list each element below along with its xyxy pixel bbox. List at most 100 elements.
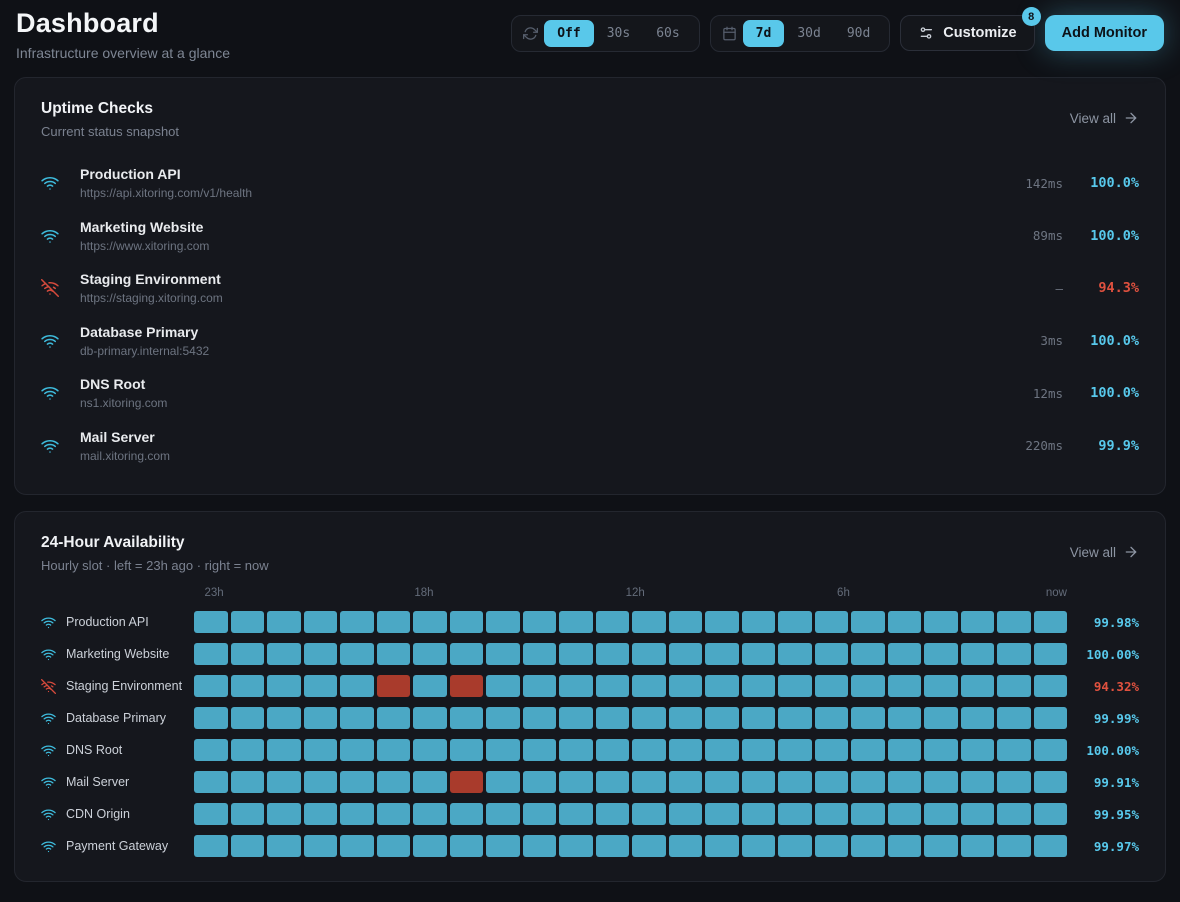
availability-row[interactable]: CDN Origin99.95%: [41, 803, 1139, 825]
availability-row-label: CDN Origin: [41, 807, 194, 822]
hour-slot-up: [596, 771, 630, 793]
uptime-view-all-link[interactable]: View all: [1070, 110, 1139, 126]
hour-slot-up: [669, 771, 703, 793]
uptime-row[interactable]: Staging Environmenthttps://staging.xitor…: [41, 262, 1139, 315]
hour-slot-up: [267, 643, 301, 665]
uptime-checks-heading: Uptime Checks Current status snapshot: [41, 100, 179, 139]
hour-slot-up: [997, 611, 1031, 633]
hour-slot-up: [851, 643, 885, 665]
time-axis-label: 12h: [626, 587, 645, 599]
hour-slot-up: [523, 611, 557, 633]
refresh-icon: [523, 26, 538, 41]
availability-row[interactable]: Staging Environment 94.32%: [41, 675, 1139, 697]
hour-slot-up: [815, 803, 849, 825]
hour-slot-up: [815, 675, 849, 697]
add-monitor-button[interactable]: Add Monitor: [1045, 15, 1164, 51]
hour-slot-up: [1034, 803, 1068, 825]
monitor-url: https://api.xitoring.com/v1/health: [80, 186, 1025, 200]
availability-row[interactable]: Marketing Website100.00%: [41, 643, 1139, 665]
hour-slot-up: [377, 611, 411, 633]
refresh-option-30s[interactable]: 30s: [594, 20, 643, 47]
availability-row[interactable]: DNS Root100.00%: [41, 739, 1139, 761]
monitor-response-time: 142ms: [1025, 176, 1063, 191]
hour-slot-up: [778, 611, 812, 633]
refresh-options: Off30s60s: [544, 20, 692, 47]
hour-slot-up: [413, 675, 447, 697]
hour-slot-up: [1034, 707, 1068, 729]
hour-slot-up: [924, 643, 958, 665]
monitor-name: Marketing Website: [80, 219, 1033, 235]
monitor-uptime: 100.0%: [1075, 333, 1139, 349]
monitor-name: Staging Environment: [66, 679, 182, 693]
uptime-checks-card: Uptime Checks Current status snapshot Vi…: [14, 77, 1166, 495]
customize-button[interactable]: Customize 8: [900, 15, 1034, 51]
hour-slot-up: [669, 835, 703, 857]
time-axis-labels: 23h18h12h6hnow: [194, 587, 1067, 602]
monitor-uptime: 100.0%: [1075, 175, 1139, 191]
hour-slot-up: [997, 643, 1031, 665]
availability-row[interactable]: Database Primary99.99%: [41, 707, 1139, 729]
range-option-7d[interactable]: 7d: [743, 20, 785, 47]
uptime-row[interactable]: Database Primarydb-primary.internal:5432…: [41, 315, 1139, 368]
hour-slot-up: [888, 835, 922, 857]
monitor-response-time: 220ms: [1025, 438, 1063, 453]
hour-slot-up: [267, 739, 301, 761]
range-option-30d[interactable]: 30d: [784, 20, 833, 47]
hour-slot-up: [632, 707, 666, 729]
availability-view-all-link[interactable]: View all: [1070, 544, 1139, 560]
refresh-interval-group: Off30s60s: [511, 15, 699, 52]
time-axis: 23h18h12h6hnow: [41, 587, 1139, 602]
view-all-label: View all: [1070, 111, 1116, 126]
hour-slot-up: [669, 643, 703, 665]
arrow-right-icon: [1123, 110, 1139, 126]
hour-slot-up: [450, 707, 484, 729]
availability-row[interactable]: Production API99.98%: [41, 611, 1139, 633]
uptime-row[interactable]: Mail Servermail.xitoring.com220ms99.9%: [41, 420, 1139, 473]
hour-slot-up: [742, 643, 776, 665]
uptime-row[interactable]: DNS Rootns1.xitoring.com12ms100.0%: [41, 367, 1139, 420]
hour-slot-up: [377, 643, 411, 665]
availability-percentage: 94.32%: [1067, 679, 1139, 694]
page-title: Dashboard: [16, 8, 230, 39]
refresh-option-60s[interactable]: 60s: [643, 20, 692, 47]
hour-slot-up: [194, 803, 228, 825]
hour-slot-up: [450, 739, 484, 761]
hour-slot-up: [267, 803, 301, 825]
hour-slot-up: [194, 675, 228, 697]
range-option-90d[interactable]: 90d: [834, 20, 883, 47]
hour-slot-down: [377, 675, 411, 697]
monitor-name: Database Primary: [80, 324, 1040, 340]
hour-slot-up: [815, 835, 849, 857]
availability-row[interactable]: Mail Server99.91%: [41, 771, 1139, 793]
hour-slot-up: [742, 707, 776, 729]
hour-slot-up: [997, 835, 1031, 857]
hour-slot-up: [340, 707, 374, 729]
sliders-icon: [918, 25, 934, 41]
wifi-icon: [41, 227, 59, 245]
hour-slot-up: [778, 643, 812, 665]
wifi-icon: [41, 647, 56, 662]
hour-slot-up: [450, 803, 484, 825]
hour-slot-up: [267, 835, 301, 857]
uptime-row[interactable]: Production APIhttps://api.xitoring.com/v…: [41, 157, 1139, 210]
axis-spacer: [1067, 587, 1139, 602]
hour-slot-up: [304, 739, 338, 761]
availability-row-label: Staging Environment: [41, 679, 194, 694]
hour-slot-up: [742, 803, 776, 825]
hour-slot-up: [778, 739, 812, 761]
hour-slot-up: [669, 675, 703, 697]
monitor-name: Marketing Website: [66, 647, 169, 661]
hour-slot-up: [888, 707, 922, 729]
wifi-icon: [41, 384, 59, 402]
hour-slot-up: [851, 739, 885, 761]
hour-slot-up: [377, 835, 411, 857]
hour-slot-up: [851, 707, 885, 729]
hour-slot-up: [194, 835, 228, 857]
hour-slot-up: [377, 803, 411, 825]
refresh-option-off[interactable]: Off: [544, 20, 593, 47]
hour-slot-up: [559, 643, 593, 665]
hour-slot-up: [851, 675, 885, 697]
hour-slot-up: [815, 643, 849, 665]
availability-row[interactable]: Payment Gateway99.97%: [41, 835, 1139, 857]
uptime-row[interactable]: Marketing Websitehttps://www.xitoring.co…: [41, 210, 1139, 263]
